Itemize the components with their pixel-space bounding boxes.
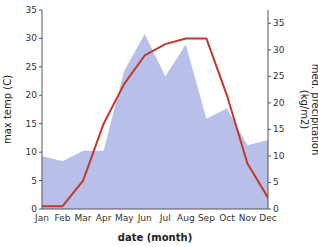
y-tick (39, 123, 42, 124)
y-tick (39, 180, 42, 181)
y2-tick-label: 15 (273, 124, 284, 134)
x-tick-label: Mar (75, 213, 92, 223)
x-tick-label: Aug (177, 213, 195, 223)
x-tick-label: Jun (137, 213, 152, 223)
x-tick-label: Jul (159, 213, 171, 223)
x-tick-label: Nov (239, 213, 257, 223)
y-tick-label: 25 (26, 62, 37, 72)
y2-tick (268, 129, 271, 130)
y-tick-label: 20 (26, 90, 38, 100)
plot-area (42, 34, 268, 209)
y2-tick (268, 209, 271, 210)
x-tick-label: Dec (259, 213, 276, 223)
y2-tick (268, 76, 271, 77)
x-tick-label: Apr (96, 213, 112, 223)
y-axis-line (42, 10, 43, 209)
y-tick (39, 95, 42, 96)
precipitation-area (42, 34, 268, 209)
x-tick-label: Sep (198, 213, 215, 223)
y-tick-label: 30 (26, 33, 38, 43)
x-axis-line (42, 209, 268, 210)
y2-axis-label: med. precipitation(kg/m2) (299, 64, 318, 156)
y-tick (39, 38, 42, 39)
y-tick (39, 152, 42, 153)
y2-tick (268, 23, 271, 24)
y2-tick (268, 102, 271, 103)
chart: 0510152025303505101520253035JanFebMarApr… (0, 0, 318, 247)
y2-tick (268, 182, 271, 183)
y-tick-label: 35 (26, 5, 37, 15)
x-tick-label: Feb (55, 213, 71, 223)
x-axis-label: date (month) (118, 232, 192, 243)
y-tick-label: 15 (26, 119, 37, 129)
y-tick (39, 10, 42, 11)
y2-tick-label: 35 (273, 18, 284, 28)
y2-tick-label: 25 (273, 71, 284, 81)
temperature-line (42, 38, 268, 206)
y2-tick (268, 155, 271, 156)
y2-tick-label: 20 (273, 98, 285, 108)
y2-tick (268, 49, 271, 50)
x-tick-label: Oct (219, 213, 235, 223)
chart-container: 0510152025303505101520253035JanFebMarApr… (0, 0, 318, 247)
y2-axis-line (268, 10, 269, 209)
y2-tick-label: 10 (273, 151, 285, 161)
y-axis-label: max temp (C) (2, 75, 13, 144)
y-tick (39, 209, 42, 210)
y-tick (39, 66, 42, 67)
y2-tick-label: 30 (273, 45, 285, 55)
x-tick-label: Jan (34, 213, 49, 223)
y-tick-label: 5 (31, 176, 37, 186)
y-tick-label: 10 (26, 147, 38, 157)
y2-tick-label: 5 (273, 177, 279, 187)
x-tick-label: May (115, 213, 134, 223)
